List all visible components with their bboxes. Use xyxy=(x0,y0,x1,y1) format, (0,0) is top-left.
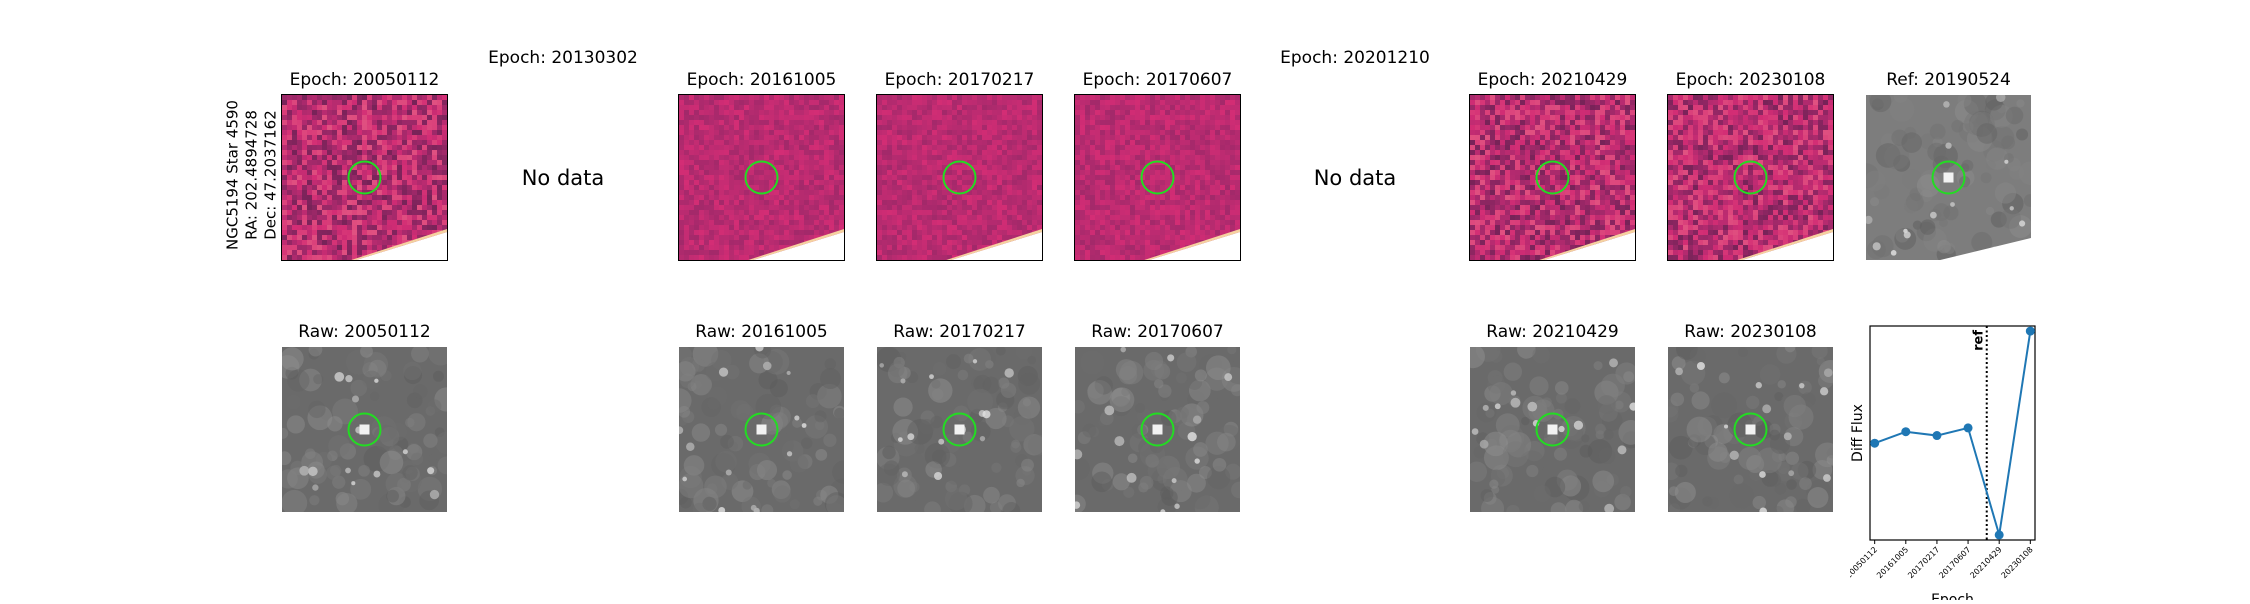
difference-image xyxy=(679,95,844,260)
object-label: NGC5194 Star 4590 RA: 202.4894728 Dec: 4… xyxy=(224,100,281,250)
difference-image xyxy=(1668,95,1833,260)
difference-image xyxy=(282,95,447,260)
panel-title: Epoch: 20201210 xyxy=(1280,48,1430,68)
panel-title: Raw: 20170607 xyxy=(1091,322,1224,342)
reference-image xyxy=(1866,95,2031,260)
series-line xyxy=(1875,331,2031,535)
data-point xyxy=(1964,423,1973,432)
raw-image xyxy=(1075,347,1240,512)
panel-title: Epoch: 20230108 xyxy=(1676,70,1826,90)
panel-title: Ref: 20190524 xyxy=(1886,70,2011,90)
object-ra: RA: 202.4894728 xyxy=(243,100,262,250)
object-dec: Dec: 47.2037162 xyxy=(262,100,281,250)
panel-title: Epoch: 20161005 xyxy=(687,70,837,90)
panel-title: Epoch: 20130302 xyxy=(488,48,638,68)
axes-frame xyxy=(1870,326,2035,540)
difference-image xyxy=(877,95,1042,260)
panel-title: Raw: 20170217 xyxy=(893,322,1026,342)
data-point xyxy=(2026,327,2035,336)
raw-image xyxy=(679,347,844,512)
raw-image xyxy=(1668,347,1833,512)
panel-title: Epoch: 20210429 xyxy=(1478,70,1628,90)
difference-image xyxy=(1470,95,1635,260)
data-point xyxy=(1995,530,2004,539)
panel-title: Epoch: 20050112 xyxy=(290,70,440,90)
data-point xyxy=(1901,427,1910,436)
panel-title: Raw: 20230108 xyxy=(1684,322,1817,342)
x-tick-label: 20161005 xyxy=(1875,545,1910,580)
x-tick-label: 20230108 xyxy=(2000,545,2035,580)
x-tick-label: 20170607 xyxy=(1937,545,1972,580)
raw-image xyxy=(1470,347,1635,512)
chart-svg: ref 2005011220161005201702172017060720210… xyxy=(1850,310,2250,600)
raw-image xyxy=(877,347,1042,512)
y-axis-label: Diff Flux xyxy=(1850,404,1866,462)
x-tick-label: 20170217 xyxy=(1906,545,1941,580)
data-point xyxy=(1870,439,1879,448)
x-tick-label: 20210429 xyxy=(1968,545,2003,580)
panel-title: Raw: 20161005 xyxy=(695,322,828,342)
panel-title: Raw: 20050112 xyxy=(298,322,431,342)
ref-label: ref xyxy=(1972,330,1987,351)
data-point xyxy=(1932,431,1941,440)
panel-title: Epoch: 20170217 xyxy=(885,70,1035,90)
panel-title: Epoch: 20170607 xyxy=(1083,70,1233,90)
no-data-message: No data xyxy=(1314,166,1397,190)
difference-image xyxy=(1075,95,1240,260)
x-axis-label: Epoch xyxy=(1931,592,1974,600)
raw-image xyxy=(282,347,447,512)
no-data-message: No data xyxy=(522,166,605,190)
x-tick-label: 20050112 xyxy=(1850,545,1879,580)
panel-title: Raw: 20210429 xyxy=(1486,322,1619,342)
object-name: NGC5194 Star 4590 xyxy=(224,100,243,250)
